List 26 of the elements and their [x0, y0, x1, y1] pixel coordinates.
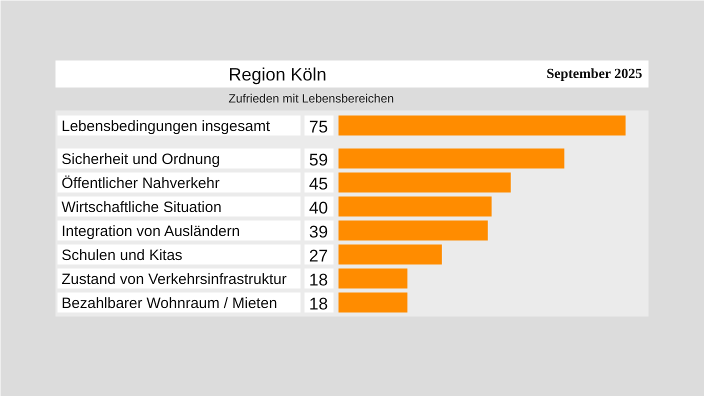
y-tick-label: Sicherheit und Ordnung: [62, 151, 220, 168]
bar: [338, 244, 442, 264]
data-label: 18: [309, 294, 328, 314]
data-label: 27: [309, 246, 328, 266]
data-label: 75: [309, 118, 328, 136]
y-tick-label: Lebensbedingungen insgesamt: [62, 118, 271, 135]
y-tick-label: Bezahlbarer Wohnraum / Mieten: [62, 295, 278, 312]
y-tick-label: Integration von Ausländern: [62, 223, 240, 240]
y-tick-label: Schulen und Kitas: [62, 247, 182, 264]
bar: [338, 220, 488, 240]
bar: [338, 172, 511, 192]
chart-subtitle: Zufrieden mit Lebensbereichen: [228, 92, 394, 106]
bar: [338, 268, 408, 288]
text: September 2025: [546, 67, 642, 82]
y-tick-label: Öffentlicher Nahverkehr: [62, 175, 220, 192]
bar: [338, 196, 492, 216]
data-label: 40: [309, 198, 328, 218]
data-label: 18: [309, 270, 328, 290]
data-label: 39: [309, 222, 328, 242]
data-label: 45: [309, 174, 328, 194]
bar: [338, 148, 564, 168]
y-tick-label: Zustand von Verkehrsinfrastruktur: [62, 271, 287, 288]
bar: [338, 292, 408, 312]
data-label: 59: [309, 150, 328, 170]
chart-title: Region Köln: [228, 64, 327, 84]
y-tick-label: Wirtschaftliche Situation: [62, 199, 222, 216]
